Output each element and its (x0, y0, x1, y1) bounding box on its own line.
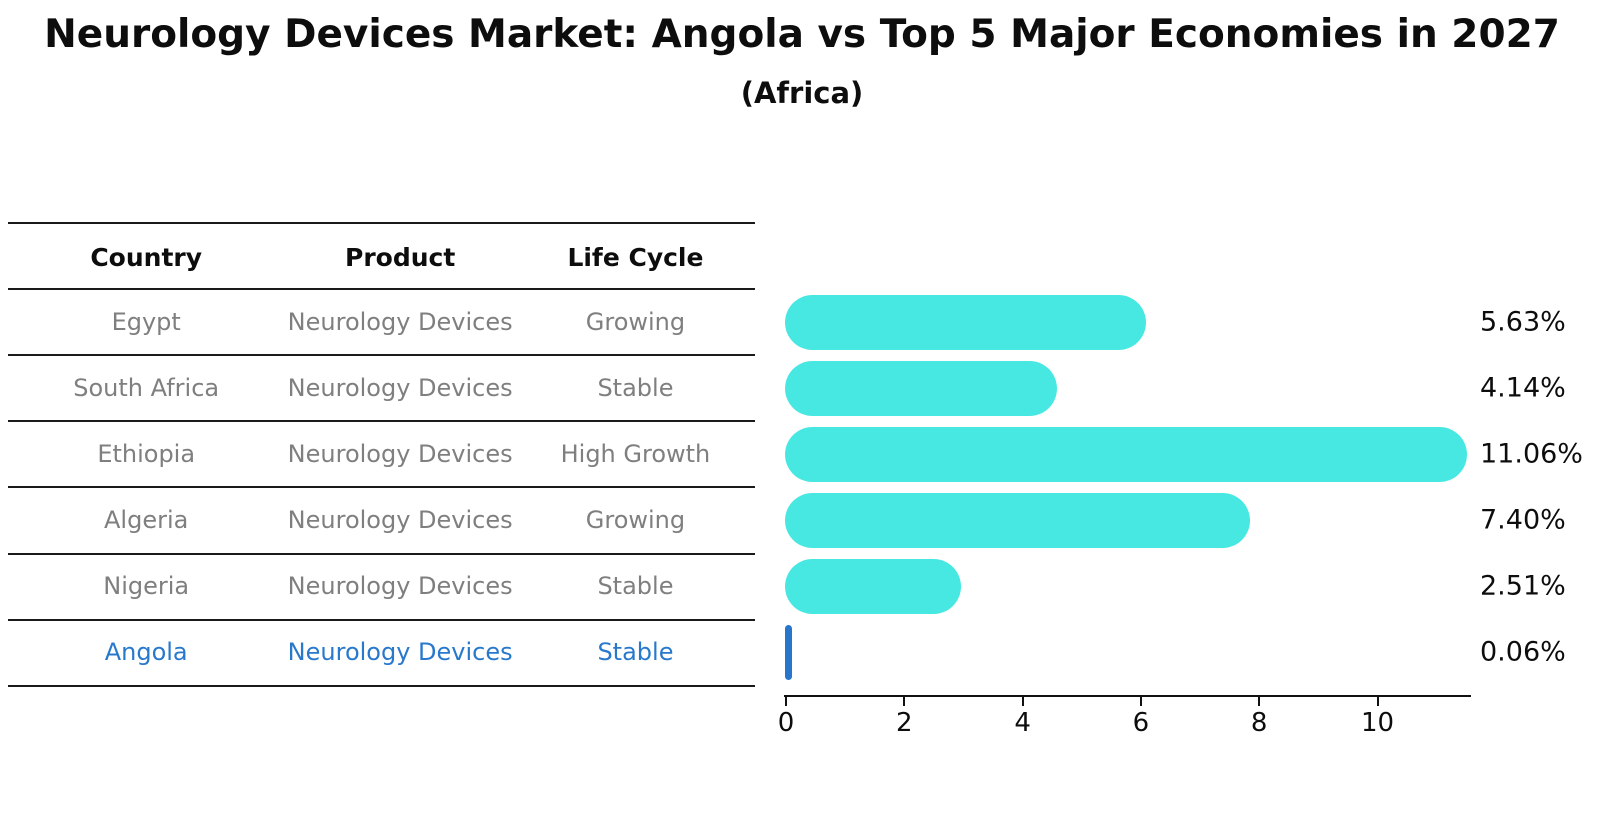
country-cell: South Africa (73, 374, 220, 402)
x-tick-mark (1376, 697, 1379, 706)
bar-value-label: 4.14% (1480, 372, 1566, 404)
life-cycle-cell: Stable (597, 638, 674, 666)
country-cell: Egypt (111, 308, 181, 336)
country-cell: Ethiopia (97, 440, 196, 468)
bar-value-label: 0.06% (1480, 636, 1566, 668)
table-separator-line (8, 684, 755, 687)
chart-title: Neurology Devices Market: Angola vs Top … (44, 12, 1560, 57)
bar-value-label: 11.06% (1480, 438, 1583, 470)
bar-egypt (785, 294, 1146, 350)
life-cycle-cell: Stable (597, 374, 674, 402)
x-tick-mark (903, 697, 906, 706)
bar-algeria (785, 492, 1251, 548)
bar-value-label: 7.40% (1480, 504, 1566, 536)
x-axis-line (784, 695, 1471, 697)
life-cycle-cell: Stable (597, 572, 674, 600)
x-tick-label: 8 (1250, 708, 1268, 738)
table-separator-line (8, 618, 755, 621)
x-tick-mark (1021, 697, 1024, 706)
table-row: Nigeria Neurology Devices Stable (8, 553, 755, 619)
product-cell: Neurology Devices (287, 572, 513, 600)
x-tick-label: 4 (1014, 708, 1031, 738)
bar-ethiopia (785, 426, 1467, 482)
table-header-product: Product (345, 242, 456, 272)
bar-value-label: 5.63% (1480, 306, 1566, 338)
x-tick-label: 2 (896, 708, 913, 738)
bar-nigeria (785, 558, 961, 614)
x-tick-mark (785, 697, 787, 706)
table-separator-line (8, 486, 755, 489)
product-cell: Neurology Devices (287, 638, 513, 666)
table-separator-line (8, 354, 755, 357)
x-tick-label: 10 (1360, 708, 1395, 738)
product-cell: Neurology Devices (287, 374, 513, 402)
life-cycle-cell: Growing (585, 308, 686, 336)
table-header-row: Country Product Life Cycle (8, 224, 755, 290)
x-tick-label: 0 (777, 708, 795, 738)
table-separator-line (8, 552, 755, 555)
product-cell: Neurology Devices (287, 506, 513, 534)
country-cell: Algeria (104, 506, 189, 534)
life-cycle-cell: High Growth (560, 440, 711, 468)
table-row: Algeria Neurology Devices Growing (8, 487, 755, 553)
product-cell: Neurology Devices (287, 440, 513, 468)
life-cycle-cell: Growing (585, 506, 686, 534)
table-row: Angola Neurology Devices Stable (8, 619, 755, 685)
bar-angola (785, 624, 793, 680)
table-row: Ethiopia Neurology Devices High Growth (8, 421, 755, 487)
chart-subtitle: (Africa) (740, 76, 864, 110)
table-header-country: Country (90, 242, 203, 272)
bar-south-africa (785, 360, 1058, 416)
country-cell: Nigeria (103, 572, 190, 600)
comparison-table: Country Product Life Cycle Egypt Neurolog… (8, 222, 755, 687)
x-tick-mark (1258, 697, 1261, 706)
table-separator-line (8, 288, 755, 291)
table-separator-line (8, 222, 755, 224)
x-tick-mark (1139, 697, 1142, 706)
country-cell: Angola (104, 638, 188, 666)
table-row: Egypt Neurology Devices Growing (8, 289, 755, 355)
bar-value-label: 2.51% (1480, 570, 1566, 602)
table-separator-line (8, 420, 755, 423)
product-cell: Neurology Devices (287, 308, 513, 336)
x-tick-label: 6 (1132, 708, 1150, 738)
table-row: South Africa Neurology Devices Stable (8, 355, 755, 421)
table-header-life-cycle: Life Cycle (567, 242, 704, 272)
